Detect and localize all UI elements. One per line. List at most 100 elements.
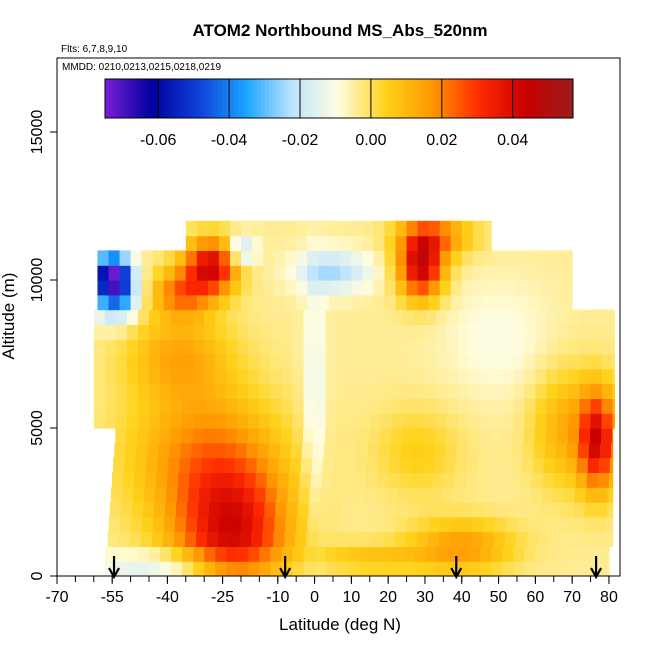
heatmap-cell: [237, 339, 249, 355]
colorbar-segment: [339, 79, 344, 118]
heatmap-cell: [491, 383, 503, 399]
heatmap-cell: [383, 531, 396, 547]
heatmap-cell: [505, 250, 518, 266]
heatmap-cell: [259, 546, 272, 562]
heatmap-cell: [182, 383, 194, 399]
heatmap-cell: [562, 502, 575, 518]
heatmap-cell: [279, 442, 292, 459]
heatmap-cell: [358, 546, 371, 562]
heatmap-cell: [354, 472, 367, 488]
heatmap-cell: [171, 324, 183, 340]
heatmap-cell: [104, 324, 117, 340]
heatmap-cell: [281, 309, 294, 325]
heatmap-cell: [573, 502, 586, 518]
heatmap-cell: [598, 457, 611, 473]
heatmap-cell: [373, 250, 386, 266]
heatmap-cell: [358, 561, 371, 577]
heatmap-cell: [237, 398, 249, 414]
colorbar-segment: [549, 79, 554, 118]
heatmap-cell: [538, 531, 550, 547]
heatmap-cell: [314, 383, 327, 399]
x-tick-label: -55: [101, 589, 124, 606]
x-tick-label: 80: [600, 589, 618, 606]
heatmap-cell: [286, 502, 299, 518]
heatmap-cell: [121, 487, 134, 503]
heatmap-cell: [263, 265, 275, 281]
heatmap-cell: [329, 235, 341, 251]
heatmap-cell: [343, 472, 356, 488]
colorbar-tick-label: 0.02: [426, 132, 457, 149]
heatmap-cell: [325, 339, 338, 355]
heatmap-cell: [235, 442, 248, 459]
heatmap-cell: [113, 457, 125, 473]
heatmap-cell: [362, 220, 375, 237]
heatmap-cell: [296, 516, 309, 533]
heatmap-cell: [148, 354, 161, 370]
heatmap-cell: [198, 502, 210, 518]
heatmap-cell: [115, 561, 128, 577]
heatmap-cell: [125, 442, 137, 459]
heatmap-cell: [469, 383, 481, 399]
heatmap-cell: [539, 250, 551, 266]
heatmap-cell: [119, 294, 132, 311]
heatmap-cell: [274, 220, 286, 237]
heatmap-cell: [450, 294, 463, 311]
heatmap-cell: [556, 428, 569, 444]
heatmap-cell: [118, 531, 131, 547]
heatmap-cell: [494, 280, 507, 296]
heatmap-cell: [524, 309, 536, 325]
flights-note: Flts: 6,7,8,9,10: [61, 44, 128, 55]
colorbar-segment: [296, 79, 301, 118]
heatmap-cell: [307, 250, 319, 266]
heatmap-cell: [440, 502, 453, 518]
heatmap-cell: [108, 265, 121, 281]
colorbar-tick-label: 0.00: [355, 132, 386, 149]
heatmap-cell: [612, 428, 614, 444]
heatmap-cell: [413, 546, 426, 562]
heatmap-cell: [307, 235, 319, 251]
colorbar-tick-label: -0.06: [140, 132, 177, 149]
heatmap-cell: [449, 531, 462, 547]
heatmap-cell: [290, 442, 303, 459]
heatmap-cell: [130, 265, 143, 281]
heatmap-cell: [568, 324, 581, 340]
heatmap-cell: [480, 383, 492, 399]
heatmap-cell: [215, 309, 227, 325]
heatmap-cell: [601, 354, 614, 370]
heatmap-cell: [424, 339, 437, 355]
heatmap-cell: [516, 250, 529, 266]
heatmap-cell: [351, 265, 364, 281]
heatmap-cell: [215, 561, 227, 577]
heatmap-cell: [226, 546, 238, 562]
heatmap-cell: [268, 442, 281, 459]
heatmap-cell: [93, 368, 106, 385]
colorbar-segment: [292, 79, 297, 118]
heatmap-cell: [230, 516, 242, 533]
heatmap-cell: [234, 457, 247, 473]
heatmap-cell: [579, 561, 592, 577]
heatmap-cell: [236, 428, 249, 444]
heatmap-cell: [475, 487, 487, 503]
x-axis: -70 -55 -40 -25 -10 0 10 20 30 40 50 60 70 80: [45, 576, 618, 606]
heatmap-cell: [325, 546, 338, 562]
heatmap-cell: [469, 413, 481, 429]
heatmap-cell: [458, 368, 470, 385]
heatmap-cell: [579, 324, 592, 340]
colorbar-segment: [268, 79, 274, 118]
heatmap-cell: [148, 383, 161, 399]
heatmap-cell: [252, 280, 264, 296]
heatmap-cell: [185, 220, 198, 237]
heatmap-cell: [590, 546, 603, 562]
heatmap-cell: [213, 442, 226, 459]
heatmap-cell: [502, 339, 514, 355]
heatmap-cell: [163, 516, 176, 533]
heatmap-cell: [130, 294, 143, 311]
heatmap-cell: [141, 265, 154, 281]
colorbar-segment: [105, 79, 110, 118]
heatmap-cell: [126, 428, 138, 444]
heatmap-cell: [601, 413, 614, 429]
heatmap-cell: [296, 280, 308, 296]
heatmap-cell: [528, 516, 540, 533]
colorbar-segment: [346, 79, 352, 118]
colorbar-segment: [518, 79, 523, 118]
